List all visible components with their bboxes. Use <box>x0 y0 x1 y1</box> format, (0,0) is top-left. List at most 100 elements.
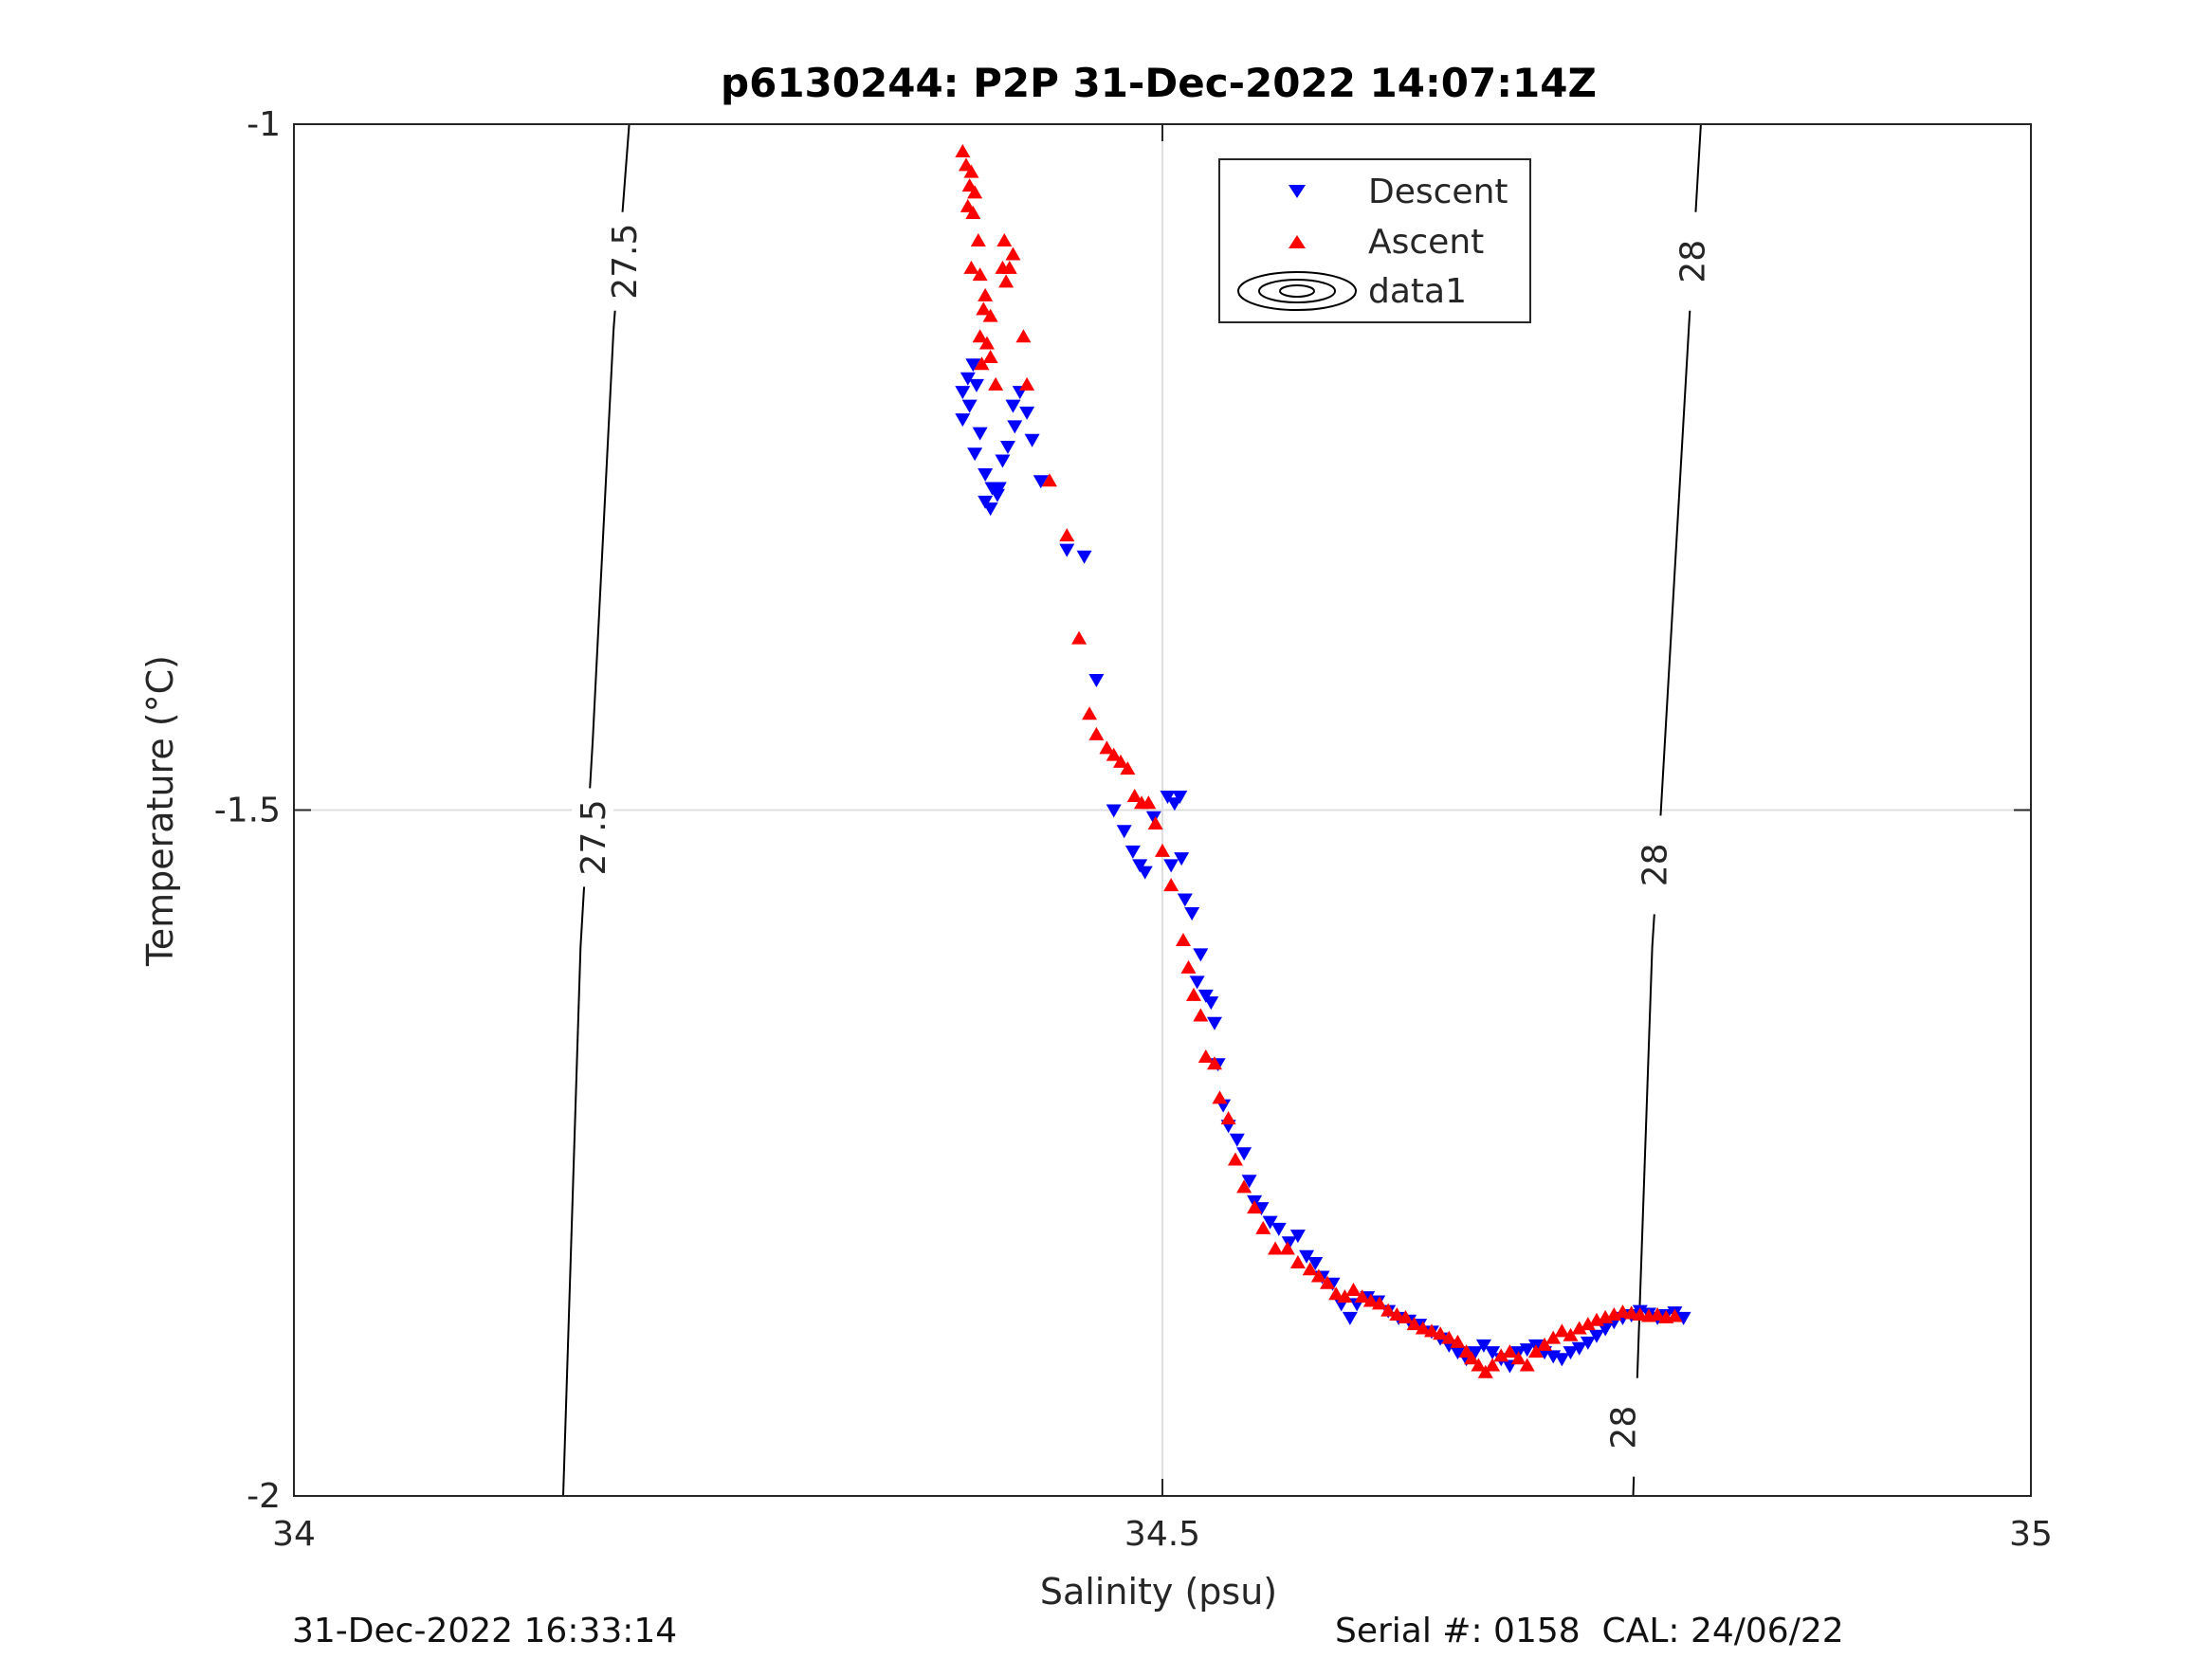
point-ascent <box>1433 1326 1449 1340</box>
point-descent <box>1033 475 1049 489</box>
data-points <box>955 143 1691 1378</box>
contour-label-bg <box>603 211 646 311</box>
point-descent <box>1137 866 1153 880</box>
point-descent <box>1467 1346 1483 1360</box>
point-ascent <box>978 287 994 301</box>
point-descent <box>1174 852 1190 866</box>
point-ascent <box>1206 1056 1222 1070</box>
point-descent <box>1675 1311 1691 1325</box>
point-ascent <box>1197 1048 1214 1063</box>
point-descent <box>967 447 983 462</box>
point-ascent <box>1537 1337 1553 1351</box>
point-descent <box>1184 907 1200 921</box>
point-ascent <box>1571 1321 1587 1335</box>
legend-marker-descent <box>1289 185 1306 198</box>
point-descent <box>1475 1339 1491 1353</box>
legend-marker-ascent <box>1289 235 1306 248</box>
point-ascent <box>1345 1282 1362 1296</box>
contour-label-bg <box>1601 1377 1644 1477</box>
point-ascent <box>1389 1306 1405 1321</box>
point-ascent <box>1175 932 1191 946</box>
point-ascent <box>1423 1323 1439 1338</box>
contour-label: 28 <box>1636 843 1674 886</box>
point-ascent <box>963 260 979 274</box>
point-descent <box>1598 1322 1614 1337</box>
point-ascent <box>1126 789 1143 803</box>
point-descent <box>1189 975 1205 990</box>
point-ascent <box>978 336 995 350</box>
point-ascent <box>1362 1293 1379 1307</box>
point-descent <box>1007 420 1023 434</box>
point-ascent <box>1554 1323 1570 1338</box>
y-tick-label: -2 <box>247 1477 281 1516</box>
point-descent <box>1563 1346 1579 1360</box>
point-descent <box>968 378 984 392</box>
point-ascent <box>1328 1286 1344 1301</box>
legend-box <box>1218 158 1531 323</box>
contour-label-bg <box>572 788 614 887</box>
point-ascent <box>1147 815 1163 830</box>
point-ascent <box>972 267 988 282</box>
point-descent <box>1589 1329 1604 1343</box>
point-ascent <box>998 274 1015 288</box>
legend-label-data1: data1 <box>1368 272 1467 311</box>
point-ascent <box>1227 1152 1243 1166</box>
point-ascent <box>967 185 983 199</box>
point-ascent <box>1185 987 1201 1001</box>
point-ascent <box>996 232 1013 246</box>
point-ascent <box>1268 1241 1284 1255</box>
point-ascent <box>972 329 988 343</box>
y-tick-label: -1.5 <box>214 792 281 830</box>
point-ascent <box>974 356 990 371</box>
contour-label-bg <box>1671 211 1713 311</box>
legend: Descent Ascent data1 <box>1218 158 1531 323</box>
point-descent <box>1024 433 1040 447</box>
point-descent <box>1132 859 1148 873</box>
point-descent <box>1059 543 1075 557</box>
point-ascent <box>1015 329 1032 343</box>
point-ascent <box>1005 246 1021 261</box>
point-ascent <box>1001 260 1017 274</box>
point-descent <box>1450 1346 1466 1360</box>
legend-label-ascent: Ascent <box>1368 223 1484 262</box>
point-descent <box>1124 845 1141 859</box>
point-ascent <box>1120 761 1136 775</box>
point-ascent <box>1320 1275 1336 1289</box>
point-descent <box>955 413 971 428</box>
x-tick-label: 35 <box>2009 1515 2053 1554</box>
contour-label-bg <box>1633 815 1675 915</box>
point-descent <box>1281 1236 1297 1250</box>
point-ascent <box>1485 1358 1501 1372</box>
point-ascent <box>1441 1330 1457 1344</box>
point-ascent <box>1071 630 1088 645</box>
point-ascent <box>1193 1008 1209 1022</box>
point-ascent <box>988 376 1004 391</box>
point-ascent <box>1464 1351 1480 1365</box>
point-descent <box>972 427 988 441</box>
point-ascent <box>1398 1309 1414 1323</box>
point-descent <box>1262 1215 1278 1230</box>
point-descent <box>1160 791 1176 805</box>
point-ascent <box>1106 747 1122 761</box>
point-descent <box>1241 1175 1257 1189</box>
point-ascent <box>1255 1220 1271 1234</box>
point-descent <box>982 502 998 517</box>
point-descent <box>1571 1341 1587 1356</box>
point-ascent <box>1059 528 1075 542</box>
axis-ticks: 34 34.5 35 -1 -1.5 -2 <box>214 105 2053 1554</box>
point-descent <box>1236 1147 1252 1161</box>
point-descent <box>1145 811 1161 825</box>
point-ascent <box>1099 740 1115 755</box>
point-descent <box>978 467 994 482</box>
point-ascent <box>1019 376 1035 391</box>
point-descent <box>955 386 971 400</box>
point-descent <box>1229 1133 1245 1147</box>
footer-serial-cal: Serial #: 0158 CAL: 24/06/22 <box>1335 1612 1844 1650</box>
point-ascent <box>963 164 979 178</box>
point-ascent <box>1247 1200 1263 1214</box>
x-axis-label: Salinity (psu) <box>1040 1571 1277 1613</box>
point-ascent <box>1289 1255 1306 1269</box>
contour-label: 28 <box>1674 240 1713 283</box>
point-descent <box>978 495 994 509</box>
point-ascent <box>1406 1317 1422 1331</box>
